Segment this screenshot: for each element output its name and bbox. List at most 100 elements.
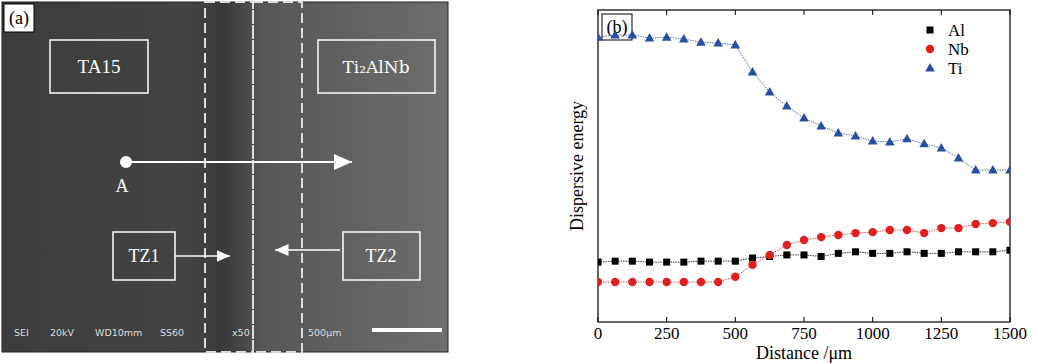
data-point bbox=[629, 258, 636, 265]
legend-label: Al bbox=[948, 21, 965, 40]
data-point bbox=[869, 250, 876, 257]
legend: AlNbTi bbox=[925, 21, 969, 78]
data-point bbox=[800, 236, 808, 244]
legend-marker bbox=[925, 63, 935, 72]
label-box bbox=[4, 4, 34, 32]
info-text: 20kV bbox=[50, 327, 75, 338]
data-point bbox=[783, 251, 790, 258]
zone-arrow bbox=[175, 255, 230, 257]
data-point bbox=[851, 131, 861, 140]
y-axis-label: Dispersive energy bbox=[567, 101, 587, 231]
data-point bbox=[645, 33, 655, 42]
data-point bbox=[886, 226, 894, 234]
x-tick-label: 1250 bbox=[924, 324, 958, 343]
zone-arrow bbox=[275, 249, 340, 251]
info-text: SEI bbox=[14, 327, 29, 338]
series-line bbox=[598, 35, 1010, 170]
data-point bbox=[663, 259, 670, 266]
zone-box bbox=[113, 232, 175, 280]
data-point bbox=[748, 67, 758, 76]
x-tick bbox=[1010, 10, 1011, 15]
data-point bbox=[938, 250, 945, 257]
legend-marker bbox=[927, 27, 934, 34]
x-tick-label: 1500 bbox=[993, 324, 1027, 343]
data-point bbox=[1007, 247, 1011, 254]
x-tick bbox=[941, 317, 942, 322]
data-point bbox=[851, 229, 859, 237]
data-point bbox=[783, 241, 791, 249]
data-point bbox=[1005, 165, 1010, 174]
info-text: SS60 bbox=[160, 327, 184, 338]
data-point bbox=[598, 278, 602, 286]
point-a bbox=[120, 156, 132, 168]
data-point bbox=[749, 255, 756, 262]
tz2-zone bbox=[253, 2, 302, 352]
x-tick-label: 250 bbox=[654, 324, 680, 343]
data-point bbox=[598, 259, 602, 266]
panel-b: 0250500750100012501500Distance /μmDisper… bbox=[567, 10, 1027, 363]
data-point bbox=[731, 40, 741, 49]
x-tick bbox=[804, 10, 805, 15]
info-text: x50 bbox=[232, 327, 250, 338]
data-point bbox=[765, 87, 775, 96]
x-tick-label: 1000 bbox=[856, 324, 890, 343]
data-point bbox=[698, 258, 705, 265]
plot-frame bbox=[598, 10, 1010, 322]
data-point bbox=[902, 134, 912, 143]
point-label: A bbox=[116, 176, 129, 196]
data-point bbox=[662, 32, 672, 41]
data-point bbox=[971, 165, 981, 174]
data-point bbox=[904, 248, 911, 255]
data-point bbox=[903, 226, 911, 234]
data-point bbox=[920, 229, 928, 237]
data-point bbox=[765, 251, 773, 259]
x-tick bbox=[941, 10, 942, 15]
series-line bbox=[598, 222, 1010, 282]
data-point bbox=[628, 30, 638, 39]
data-point bbox=[835, 250, 842, 257]
data-point bbox=[834, 128, 844, 136]
data-point bbox=[696, 37, 706, 46]
x-tick-label: 500 bbox=[723, 324, 749, 343]
x-tick bbox=[666, 317, 667, 322]
region-box bbox=[318, 40, 435, 93]
data-point bbox=[610, 30, 620, 39]
data-point bbox=[816, 121, 826, 129]
data-point bbox=[818, 253, 825, 260]
region-label: TA15 bbox=[78, 56, 121, 77]
data-point bbox=[679, 34, 689, 43]
data-point bbox=[988, 165, 998, 174]
legend-label: Ti bbox=[948, 59, 963, 78]
data-point bbox=[919, 139, 929, 148]
data-point bbox=[731, 273, 739, 281]
data-point bbox=[954, 153, 964, 162]
panel-label: (a) bbox=[9, 8, 29, 29]
x-tick bbox=[735, 10, 736, 15]
data-point bbox=[834, 231, 842, 239]
scale-bar bbox=[372, 328, 442, 332]
scan-arrow bbox=[126, 161, 352, 163]
sem-image bbox=[2, 2, 448, 352]
zone-label: TZ1 bbox=[129, 246, 160, 266]
data-point bbox=[852, 248, 859, 255]
plot-data bbox=[598, 30, 1010, 286]
data-point bbox=[662, 278, 670, 286]
legend-marker bbox=[926, 45, 934, 53]
data-point bbox=[646, 259, 653, 266]
data-point bbox=[611, 278, 619, 286]
data-point bbox=[801, 251, 808, 258]
region-box bbox=[50, 40, 148, 93]
x-axis-label: Distance /μm bbox=[756, 343, 852, 363]
x-tick-label: 0 bbox=[594, 324, 603, 343]
data-point bbox=[972, 248, 979, 255]
x-tick bbox=[666, 10, 667, 15]
info-text: 500μm bbox=[308, 327, 341, 338]
data-point bbox=[937, 143, 947, 152]
data-point bbox=[713, 38, 723, 47]
data-point bbox=[680, 259, 687, 266]
data-point bbox=[645, 278, 653, 286]
data-point bbox=[715, 258, 722, 265]
data-point bbox=[954, 224, 962, 232]
data-point bbox=[937, 224, 945, 232]
data-point bbox=[612, 258, 619, 265]
